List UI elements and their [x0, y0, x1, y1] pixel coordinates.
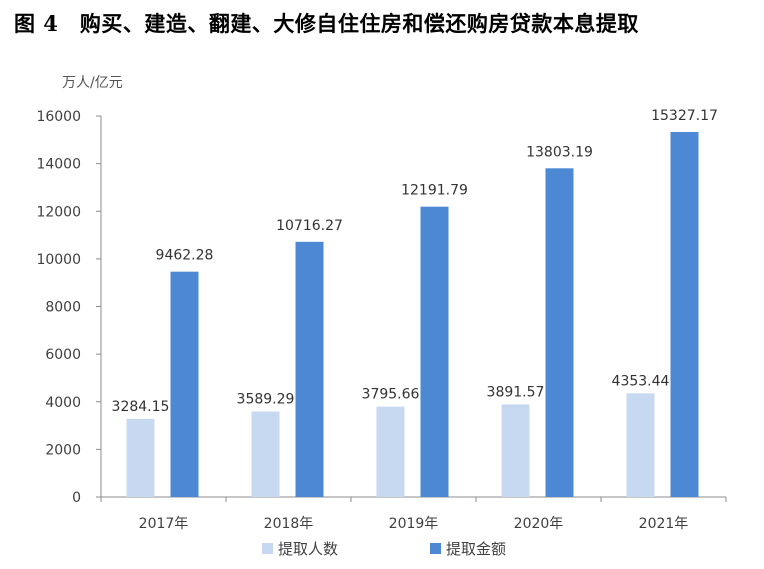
y-tick-label: 16000: [36, 109, 81, 125]
y-axis-unit-label: 万人/亿元: [62, 75, 123, 91]
y-tick-label: 4000: [45, 395, 81, 411]
data-label: 9462.28: [156, 248, 214, 264]
data-label: 3284.15: [112, 399, 170, 415]
data-label: 3589.29: [237, 392, 295, 408]
bar-tiqurenshu: [501, 404, 530, 497]
legend-label: 提取人数: [278, 540, 338, 558]
x-tick-label: 2018年: [264, 516, 314, 532]
legend: 提取人数 提取金额: [262, 540, 506, 558]
bar-tiqurenshu: [626, 393, 655, 497]
y-tick-label: 14000: [36, 157, 81, 173]
data-label: 12191.79: [401, 183, 468, 199]
y-tick-label: 0: [72, 490, 81, 506]
chart-title: 图 4 购买、建造、翻建、大修自住住房和偿还购房贷款本息提取: [14, 11, 639, 36]
bar-tiqujine: [295, 241, 324, 497]
x-tick-label: 2017年: [139, 516, 189, 532]
bar-tiqujine: [420, 206, 449, 498]
bar-tiqurenshu: [376, 406, 405, 497]
bar-tiqujine: [670, 132, 699, 497]
data-label: 3795.66: [362, 387, 420, 403]
legend-label: 提取金额: [446, 540, 506, 558]
bar-tiqurenshu: [251, 411, 280, 497]
bars: [126, 132, 699, 498]
x-tick-label: 2021年: [639, 516, 689, 532]
data-label: 3891.57: [487, 384, 545, 400]
x-tick-label: 2020年: [514, 516, 564, 532]
y-tick-label: 2000: [45, 442, 81, 458]
y-tick-label: 10000: [36, 252, 81, 268]
data-label: 4353.44: [612, 373, 670, 389]
bar-tiqujine: [545, 168, 574, 498]
bar-tiqurenshu: [126, 418, 155, 497]
y-tick-label: 6000: [45, 347, 81, 363]
x-tick-label: 2019年: [389, 516, 439, 532]
legend-swatch: [262, 543, 273, 554]
legend-swatch: [430, 543, 441, 554]
data-label: 10716.27: [276, 218, 343, 234]
data-label: 13803.19: [526, 144, 593, 160]
axes: 0 2000 4000 6000 8000 10000 12000 14000 16000 201…: [36, 109, 727, 532]
y-tick-label: 12000: [36, 204, 81, 220]
bar-tiqujine: [170, 271, 199, 497]
data-label: 15327.17: [651, 108, 718, 124]
data-labels: 3284.15 9462.28 3589.29 10716.27 3795.66 1219…: [112, 108, 718, 415]
y-tick-label: 8000: [45, 300, 81, 316]
